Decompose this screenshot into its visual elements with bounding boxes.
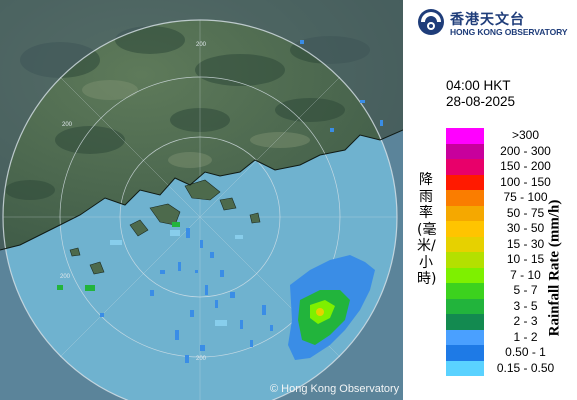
range-spokes: [3, 20, 397, 400]
legend-label: 150 - 200: [500, 159, 551, 173]
legend-row: 0.15 - 0.50: [446, 360, 576, 376]
legend-swatch: [446, 252, 484, 268]
range-ring-label-n: 200: [196, 42, 207, 48]
legend-row: 0.50 - 1: [446, 345, 576, 361]
legend-swatch: [446, 205, 484, 221]
legend-swatch: [446, 221, 484, 237]
legend-row: 100 - 150: [446, 174, 576, 190]
legend-row: 15 - 30: [446, 236, 576, 252]
rain-cells: [57, 222, 180, 291]
rainfall-legend: >300 200 - 300 150 - 200 100 - 150 75 - 100 5…: [446, 128, 576, 376]
legend-row: 3 - 5: [446, 298, 576, 314]
range-ring-labels: 200 200 200 200: [60, 42, 207, 362]
legend-label: 100 - 150: [500, 174, 551, 189]
legend-label: 50 - 75: [506, 205, 545, 220]
legend-swatch: [446, 236, 484, 252]
range-ring-label-nw: 200: [62, 122, 73, 128]
legend-title-zh: 降雨率(毫米/小時): [417, 172, 437, 287]
legend-row: 30 - 50: [446, 221, 576, 237]
legend-label: 30 - 50: [506, 221, 545, 235]
legend-swatch: [446, 174, 484, 190]
legend-swatch: [446, 314, 484, 330]
coastline: [0, 129, 403, 251]
legend-label: 2 - 3: [513, 314, 538, 328]
legend-label: 0.15 - 0.50: [496, 360, 555, 375]
observation-time: 04:00 HKT: [446, 78, 511, 93]
legend-row: 10 - 15: [446, 252, 576, 268]
range-ring-label-s: 200: [196, 356, 207, 362]
legend-row: 50 - 75: [446, 205, 576, 221]
outside-range-mask: [0, 0, 403, 400]
legend-swatch: [446, 190, 484, 206]
legend-label: 10 - 15: [506, 252, 545, 266]
hko-logo-icon: [418, 9, 444, 35]
legend-label: 15 - 30: [506, 236, 545, 251]
range-ring-label-sw: 200: [60, 274, 71, 280]
legend-row: 7 - 10: [446, 267, 576, 283]
legend-swatch: [446, 283, 484, 299]
radar-map-canvas: 200 200 200 200: [0, 0, 403, 400]
rain-core: [316, 308, 324, 316]
observation-date: 28-08-2025: [446, 94, 516, 109]
radar-echoes-light: [100, 40, 383, 363]
legend-swatch: [446, 298, 484, 314]
legend-row: 150 - 200: [446, 159, 576, 175]
legend-label: 200 - 300: [500, 143, 551, 158]
legend-swatch: [446, 128, 484, 144]
legend-row: 75 - 100: [446, 190, 576, 206]
legend-label: 75 - 100: [503, 190, 548, 204]
legend-row: 200 - 300: [446, 143, 576, 159]
legend-swatch: [446, 267, 484, 283]
terrain-light: [82, 80, 310, 168]
legend-row: 5 - 7: [446, 283, 576, 299]
legend-row: >300: [446, 128, 576, 144]
legend-label: 3 - 5: [513, 298, 538, 313]
org-name-zh: 香港天文台: [450, 12, 525, 28]
legend-swatch: [446, 345, 484, 361]
radar-map: 200 200 200 200: [0, 0, 403, 400]
legend-label: 1 - 2: [513, 329, 538, 344]
hko-logo: 香港天文台 HONG KONG OBSERVATORY: [413, 5, 573, 41]
legend-row: 2 - 3: [446, 314, 576, 330]
legend-row: 1 - 2: [446, 329, 576, 345]
legend-swatch: [446, 143, 484, 159]
legend-label: 5 - 7: [513, 283, 538, 297]
legend-label: 0.50 - 1: [505, 345, 546, 359]
legend-swatch: [446, 360, 484, 376]
side-panel: 香港天文台 HONG KONG OBSERVATORY 04:00 HKT 28…: [403, 0, 577, 400]
legend-title-en: Rainfall Rate (mm/h): [546, 199, 563, 337]
legend-swatch: [446, 329, 484, 345]
legend-label: 7 - 10: [510, 267, 541, 282]
org-name-en: HONG KONG OBSERVATORY: [450, 27, 568, 37]
islands: [69, 179, 261, 275]
radar-echoes-pale: [110, 230, 243, 326]
copyright-text: © Hong Kong Observatory: [270, 383, 400, 395]
legend-label: >300: [511, 128, 540, 142]
legend-swatch: [446, 159, 484, 175]
